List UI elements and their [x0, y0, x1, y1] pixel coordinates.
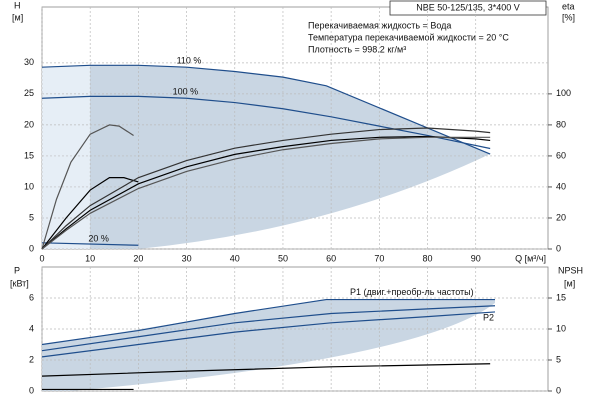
curve — [41, 298, 495, 346]
y-tick-label: 20 — [24, 119, 34, 129]
y2-tick-label: 20 — [556, 212, 566, 222]
y2-label: NPSH — [558, 265, 583, 275]
y2-tick-label: 0 — [556, 385, 561, 395]
chart-title: NBE 50-125/135, 3*400 V — [416, 2, 520, 12]
note: Температура перекачиваемой жидкости = 20… — [308, 32, 509, 42]
curve — [41, 177, 139, 250]
y2-tick-label: 5 — [556, 354, 561, 364]
y2-tick-label: 15 — [556, 292, 566, 302]
series-label: P2 — [483, 312, 494, 322]
y-tick-label: 30 — [24, 57, 34, 67]
y-unit: [м] — [12, 12, 23, 22]
x-tick-label: 90 — [471, 253, 481, 263]
x-tick-label: 30 — [182, 253, 192, 263]
y-tick-label: 25 — [24, 88, 34, 98]
series-label: P1 (двиг.+преобр-ль частоты) — [350, 287, 474, 297]
y-tick-label: 4 — [29, 323, 34, 333]
y-tick-label: 15 — [24, 150, 34, 160]
x-tick-label: 60 — [326, 253, 336, 263]
low-flow-region — [42, 65, 90, 249]
x-tick-label: 0 — [39, 253, 44, 263]
curve — [41, 305, 496, 352]
x-tick-label: 50 — [278, 253, 288, 263]
curve — [41, 136, 491, 250]
curve — [41, 242, 139, 246]
y-tick-label: 5 — [29, 212, 34, 222]
y2-tick-label: 60 — [556, 150, 566, 160]
title-box — [389, 0, 547, 16]
y-tick-label: 2 — [29, 354, 34, 364]
operating-region — [42, 65, 490, 249]
x-tick-label: 10 — [85, 253, 95, 263]
y2-unit: [м] — [564, 278, 575, 288]
y-tick-label: 0 — [29, 243, 34, 253]
y2-tick-label: 40 — [556, 181, 566, 191]
series-label: 100 % — [173, 87, 199, 97]
note: Плотность = 998.2 кг/м³ — [308, 44, 406, 54]
y-tick-label: 10 — [24, 181, 34, 191]
curve — [41, 127, 491, 250]
y-unit: [кВт] — [10, 278, 29, 288]
y-label: P — [14, 265, 20, 275]
y2-tick-label: 10 — [556, 323, 566, 333]
curve — [41, 124, 134, 250]
x-tick-label: 80 — [423, 253, 433, 263]
power-region — [42, 299, 495, 391]
y2-tick-label: 100 — [556, 88, 571, 98]
curve — [41, 311, 496, 358]
y2-tick-label: 80 — [556, 119, 566, 129]
note: Перекачиваемая жидкость = Вода — [308, 20, 451, 30]
x-label: Q [м³/ч] — [515, 253, 546, 263]
curve — [41, 95, 491, 150]
y-tick-label: 0 — [29, 385, 34, 395]
series-label: 110 % — [177, 56, 202, 66]
curve — [41, 64, 491, 155]
y2-label: eta — [562, 1, 575, 11]
series-label: 20 % — [88, 234, 109, 244]
curve — [41, 363, 491, 377]
y-label: H — [14, 0, 21, 10]
y2-unit: [%] — [562, 12, 575, 22]
x-tick-label: 40 — [230, 253, 240, 263]
y2-tick-label: 0 — [556, 243, 561, 253]
y-tick-label: 6 — [29, 292, 34, 302]
x-tick-label: 70 — [374, 253, 384, 263]
x-tick-label: 20 — [133, 253, 143, 263]
